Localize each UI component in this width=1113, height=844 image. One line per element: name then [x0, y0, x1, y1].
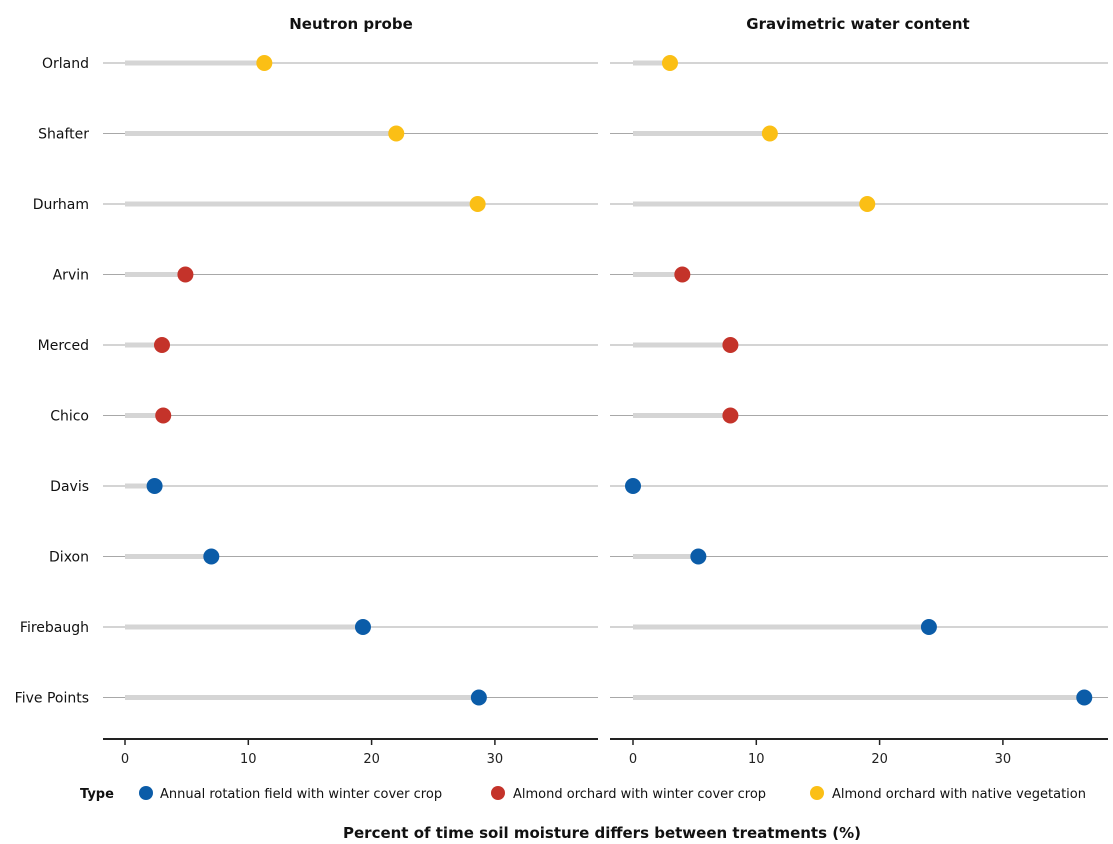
data-point	[354, 619, 371, 635]
data-point	[920, 619, 937, 635]
legend-swatch	[810, 786, 824, 800]
data-point	[625, 478, 641, 494]
x-axis-title: Percent of time soil moisture differs be…	[343, 824, 861, 842]
data-point	[722, 407, 739, 424]
category-label: Firebaugh	[20, 620, 89, 636]
data-point	[146, 478, 163, 494]
category-label: Shafter	[38, 127, 89, 143]
data-point	[761, 125, 778, 142]
category-label: Orland	[42, 56, 89, 72]
data-point	[177, 266, 194, 283]
x-tick-label: 30	[995, 752, 1012, 767]
legend-title: Type	[80, 787, 114, 802]
x-tick-label: 20	[363, 752, 380, 767]
x-tick-label: 30	[487, 752, 504, 767]
category-label: Five Points	[15, 691, 89, 707]
x-tick-label: 0	[121, 752, 129, 767]
panel-gravimetric-water-content: Gravimetric water content 0 10 20 30	[610, 15, 1108, 767]
legend-swatch	[491, 786, 505, 800]
category-label: Chico	[50, 409, 89, 425]
panel-title: Neutron probe	[289, 15, 413, 33]
data-point	[470, 689, 487, 706]
data-point	[469, 196, 486, 212]
data-point	[388, 125, 405, 142]
category-labels: Orland Shafter Durham Arvin Merced Chico Davis…	[15, 56, 90, 707]
category-label: Merced	[38, 338, 89, 354]
data-point	[859, 196, 876, 212]
data-point	[722, 337, 739, 353]
x-tick-label: 0	[629, 752, 637, 767]
data-point	[1076, 689, 1093, 706]
panel-neutron-probe: Neutron probe 0 10 20 30	[103, 15, 598, 767]
legend-label: Almond orchard with native vegetation	[832, 787, 1086, 802]
data-point	[674, 266, 691, 283]
legend-label: Annual rotation field with winter cover …	[160, 787, 442, 802]
category-label: Dixon	[49, 550, 89, 566]
x-tick-label: 20	[871, 752, 888, 767]
x-tick-label: 10	[748, 752, 765, 767]
panel-title: Gravimetric water content	[746, 15, 969, 33]
category-label: Davis	[50, 479, 89, 495]
data-point	[203, 548, 220, 565]
legend-swatch	[139, 786, 153, 800]
category-label: Durham	[33, 197, 89, 213]
data-point	[256, 55, 273, 71]
category-label: Arvin	[53, 268, 89, 284]
x-tick-label: 10	[240, 752, 257, 767]
data-point	[690, 548, 707, 565]
data-point	[153, 337, 170, 353]
data-point	[155, 407, 172, 424]
data-point	[661, 55, 678, 71]
legend-label: Almond orchard with winter cover crop	[513, 787, 766, 802]
legend: Type Annual rotation field with winter c…	[80, 786, 1086, 802]
